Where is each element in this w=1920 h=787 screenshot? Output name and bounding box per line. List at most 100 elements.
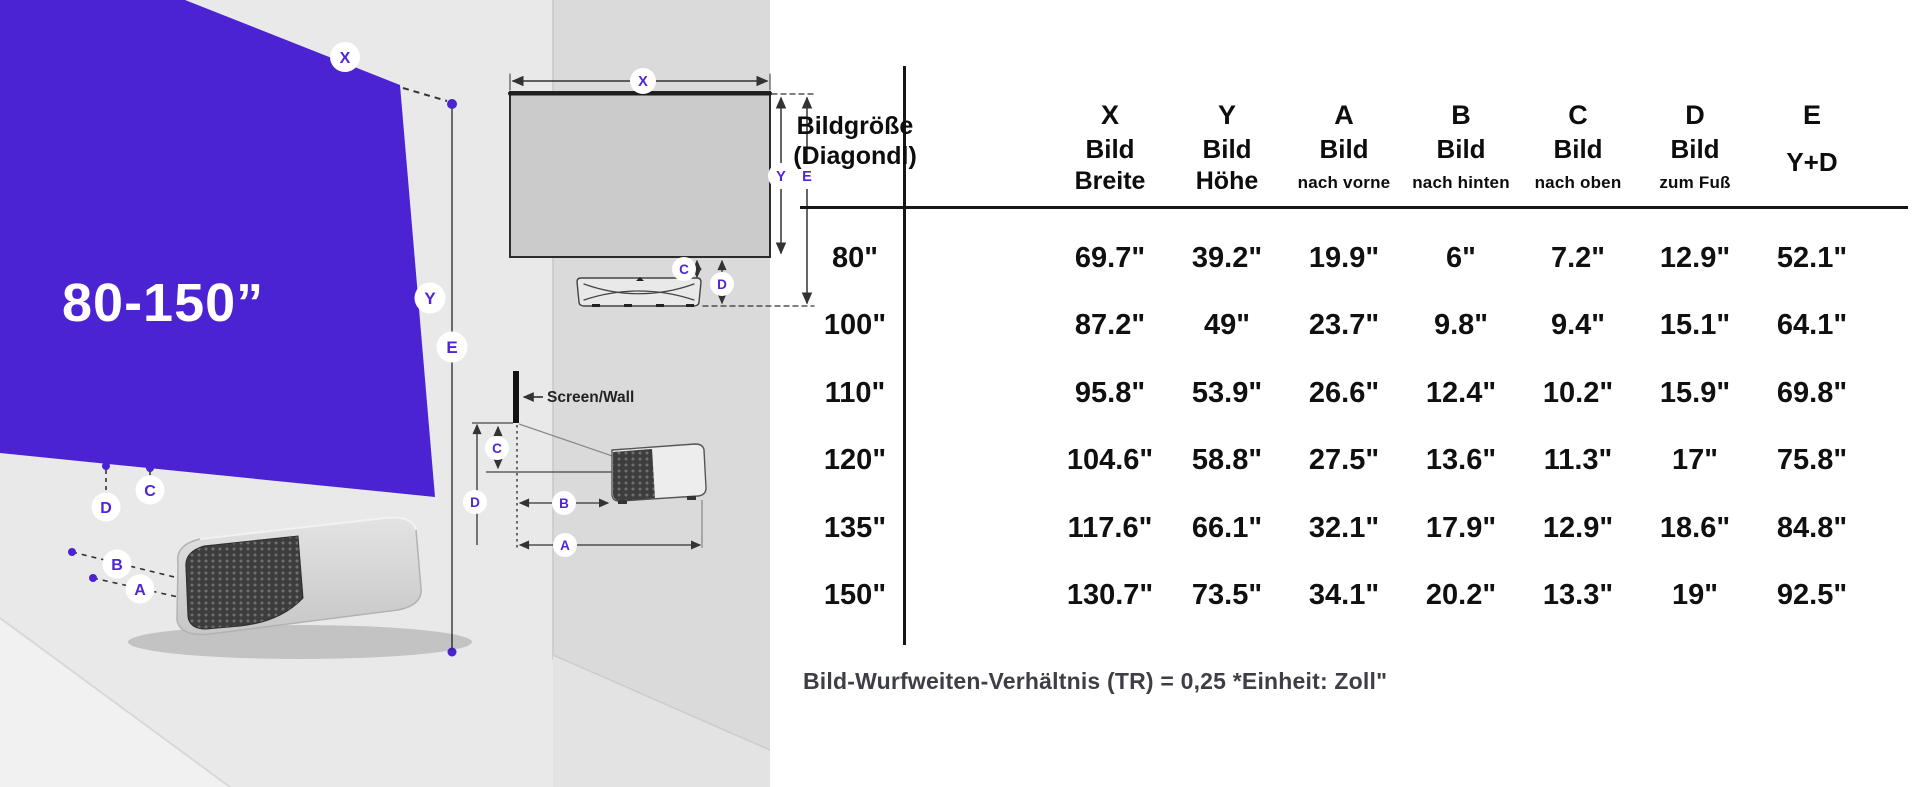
side-view-label-a: A xyxy=(553,533,577,557)
row-value: 27.5" xyxy=(1308,444,1380,476)
svg-text:B: B xyxy=(111,557,123,574)
scene-label-y: Y xyxy=(414,282,446,314)
col-line3: Breite xyxy=(1074,167,1146,195)
row-value: 87.2" xyxy=(1074,309,1146,341)
table-header-col-b: B Bild nach hinten xyxy=(1386,100,1536,193)
dim-dot xyxy=(146,464,154,472)
col-line2: Bild xyxy=(1202,134,1252,164)
floor-right xyxy=(553,655,770,787)
svg-text:C: C xyxy=(492,441,502,456)
scene-label-d: D xyxy=(91,492,121,522)
projector-3d xyxy=(128,516,472,659)
row-value: 117.6" xyxy=(1067,512,1153,544)
row-value: 66.1" xyxy=(1191,512,1263,544)
row-value: 49" xyxy=(1203,309,1251,341)
row-value: 58.8" xyxy=(1191,444,1263,476)
table-header-col-e: E Y+D xyxy=(1742,100,1882,178)
row-value: 84.8" xyxy=(1776,512,1848,544)
col-letter: B xyxy=(1451,100,1471,130)
front-view-label-x: X xyxy=(630,68,656,94)
row-value: 73.5" xyxy=(1191,579,1263,611)
screen-size-range: 80-150” xyxy=(62,273,265,333)
table-header-col-c: C Bild nach oben xyxy=(1503,100,1653,193)
svg-text:X: X xyxy=(340,50,351,67)
table-header-col-x: X Bild Breite xyxy=(1040,100,1180,196)
row-value: 53.9" xyxy=(1191,377,1263,409)
row-value: 23.7" xyxy=(1308,309,1380,341)
col-line3: nach vorne xyxy=(1297,173,1391,192)
dim-dot xyxy=(102,462,110,470)
room-illustration: X Y E D C B xyxy=(0,0,820,787)
row-value: 13.3" xyxy=(1542,579,1614,611)
col-letter: A xyxy=(1334,100,1354,130)
side-view-projector xyxy=(611,443,707,504)
table-header-col-d: D Bild zum Fuß xyxy=(1620,100,1770,193)
scene-label-x: X xyxy=(330,42,360,72)
svg-text:D: D xyxy=(717,277,727,292)
table-header-col-y: Y Bild Höhe xyxy=(1157,100,1297,196)
col-line2: Bild xyxy=(1319,134,1369,164)
row-value: 32.1" xyxy=(1308,512,1380,544)
row-size: 150" xyxy=(823,579,887,611)
row-value: 69.7" xyxy=(1074,242,1146,274)
row-value: 9.4" xyxy=(1550,309,1606,341)
row-size: 120" xyxy=(823,444,887,476)
col-line3: nach hinten xyxy=(1412,173,1510,192)
scene-label-c: C xyxy=(135,475,165,505)
col-letter: C xyxy=(1568,100,1588,130)
front-view-label-c: C xyxy=(672,257,696,281)
col-line3: nach oben xyxy=(1534,173,1622,192)
scene-label-a: A xyxy=(125,574,155,604)
row-value: 9.8" xyxy=(1433,309,1489,341)
front-view-projector xyxy=(576,277,702,307)
svg-text:D: D xyxy=(100,500,112,517)
svg-text:C: C xyxy=(144,483,156,500)
col-line2: Bild xyxy=(1085,134,1135,164)
table-header-size-line1: Bildgröße xyxy=(796,112,914,140)
table-footnote: Bild-Wurfweiten-Verhältnis (TR) = 0,25 *… xyxy=(803,668,1388,694)
front-view-diagram xyxy=(508,73,815,307)
front-view-screen xyxy=(509,91,771,258)
svg-text:Y: Y xyxy=(776,169,786,185)
front-view-label-e: E xyxy=(794,163,820,189)
svg-text:A: A xyxy=(560,538,570,553)
dim-dot xyxy=(89,574,97,582)
row-value: 19" xyxy=(1671,579,1719,611)
dim-dot xyxy=(68,548,76,556)
front-view-label-y: Y xyxy=(768,163,794,189)
row-value: 11.3" xyxy=(1543,444,1613,476)
row-value: 95.8" xyxy=(1074,377,1146,409)
row-value: 10.2" xyxy=(1542,377,1614,409)
row-value: 19.9" xyxy=(1308,242,1380,274)
row-size: 80" xyxy=(831,242,879,274)
col-line2: Bild xyxy=(1553,134,1603,164)
dim-diagonal-b xyxy=(71,551,208,586)
col-line2: Bild xyxy=(1436,134,1486,164)
col-line3: Höhe xyxy=(1195,167,1259,195)
corner-dash xyxy=(402,87,448,102)
table-header-size-line2: (Diagondl) xyxy=(793,142,917,170)
side-view-wall-text: Screen/Wall xyxy=(547,389,634,406)
row-value: 92.5" xyxy=(1776,579,1848,611)
row-value: 7.2" xyxy=(1550,242,1606,274)
side-view-wall-bar xyxy=(513,371,519,423)
front-view-label-d: D xyxy=(710,272,734,296)
row-value: 20.2" xyxy=(1425,579,1497,611)
col-letter: D xyxy=(1685,100,1705,130)
side-view-diagram xyxy=(472,371,707,550)
side-view-label-b: B xyxy=(552,491,576,515)
row-value: 15.9" xyxy=(1659,377,1731,409)
svg-text:E: E xyxy=(802,169,812,185)
row-value: 75.8" xyxy=(1776,444,1848,476)
row-value: 39.2" xyxy=(1191,242,1263,274)
row-value: 18.6" xyxy=(1659,512,1731,544)
svg-text:A: A xyxy=(134,582,146,599)
scene-label-e: E xyxy=(436,331,468,363)
row-size: 100" xyxy=(823,309,887,341)
svg-text:D: D xyxy=(470,495,480,510)
svg-text:B: B xyxy=(559,496,569,511)
col-letter: Y xyxy=(1217,100,1236,130)
svg-text:X: X xyxy=(638,74,648,90)
col-letter: E xyxy=(1802,100,1821,130)
